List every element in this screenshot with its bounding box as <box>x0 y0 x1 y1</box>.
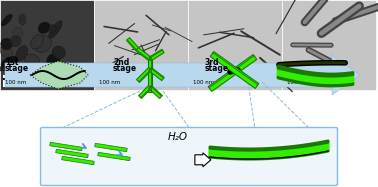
Ellipse shape <box>49 21 62 38</box>
Bar <box>282 0 376 90</box>
Ellipse shape <box>38 22 50 33</box>
Ellipse shape <box>19 14 26 25</box>
FancyBboxPatch shape <box>40 128 338 186</box>
Ellipse shape <box>70 73 81 87</box>
Ellipse shape <box>52 46 65 59</box>
Polygon shape <box>136 68 152 82</box>
Text: 100 nm: 100 nm <box>287 80 308 85</box>
Ellipse shape <box>16 46 28 61</box>
Text: 3rd: 3rd <box>205 57 220 67</box>
Text: 100 nm: 100 nm <box>194 80 215 85</box>
Ellipse shape <box>0 46 13 58</box>
Ellipse shape <box>13 27 23 38</box>
Ellipse shape <box>24 67 36 82</box>
Text: stage: stage <box>5 64 29 73</box>
Polygon shape <box>139 86 152 98</box>
Ellipse shape <box>1 56 18 67</box>
Text: H₂O: H₂O <box>167 132 187 142</box>
Polygon shape <box>30 61 88 89</box>
Text: stage: stage <box>205 64 229 73</box>
Polygon shape <box>127 38 138 50</box>
Ellipse shape <box>49 25 56 32</box>
Ellipse shape <box>0 61 18 71</box>
Bar <box>188 0 282 90</box>
Polygon shape <box>62 156 94 165</box>
Ellipse shape <box>1 38 12 50</box>
Polygon shape <box>95 143 127 152</box>
FancyArrow shape <box>195 153 211 167</box>
Polygon shape <box>56 149 88 158</box>
Bar <box>97 75 125 87</box>
Text: 100 nm: 100 nm <box>99 80 121 85</box>
Bar <box>3 75 31 87</box>
Bar <box>0 0 94 90</box>
FancyArrow shape <box>5 55 360 95</box>
Text: 100 nm: 100 nm <box>5 80 26 85</box>
Bar <box>285 75 313 87</box>
Polygon shape <box>148 57 152 92</box>
Bar <box>191 75 219 87</box>
Polygon shape <box>136 47 151 61</box>
Ellipse shape <box>19 68 36 80</box>
Ellipse shape <box>46 53 60 66</box>
Ellipse shape <box>31 35 43 49</box>
Polygon shape <box>98 152 130 161</box>
Text: 1st: 1st <box>5 57 19 67</box>
Ellipse shape <box>10 36 21 47</box>
Polygon shape <box>149 49 164 61</box>
Ellipse shape <box>34 36 51 52</box>
Polygon shape <box>149 85 162 99</box>
Polygon shape <box>50 142 82 151</box>
Text: stage: stage <box>113 64 137 73</box>
Bar <box>94 0 188 90</box>
Polygon shape <box>208 55 257 91</box>
Polygon shape <box>149 68 164 81</box>
Ellipse shape <box>24 54 39 65</box>
Text: 2nd: 2nd <box>113 57 129 67</box>
Polygon shape <box>210 52 259 88</box>
Ellipse shape <box>1 14 12 26</box>
